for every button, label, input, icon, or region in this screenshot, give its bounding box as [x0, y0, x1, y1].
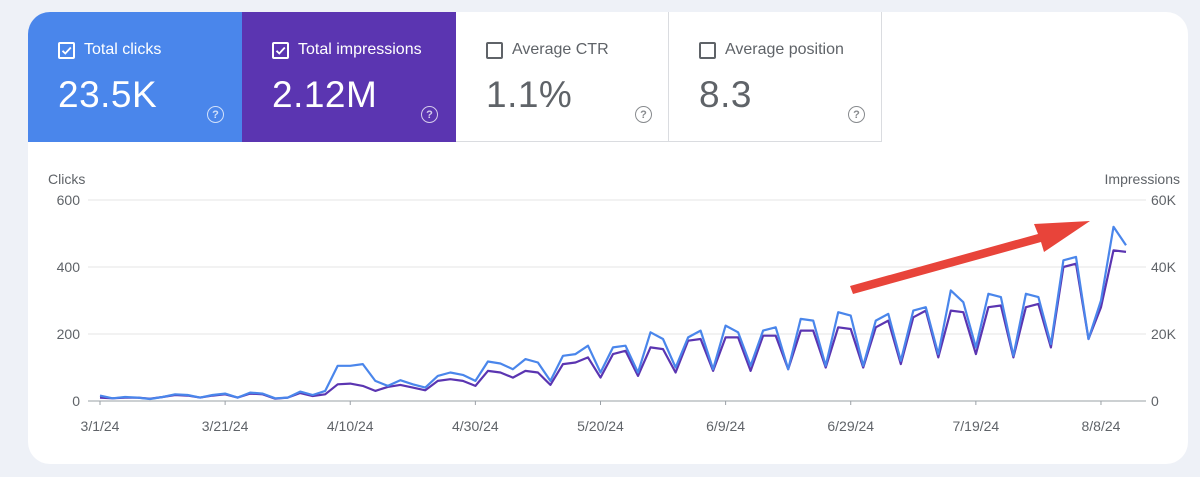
y-left-tick-label: 600 [57, 192, 81, 208]
total-impressions-value: 2.12M [272, 74, 378, 115]
impressions-series-line [99, 249, 1127, 400]
help-icon[interactable]: ? [635, 106, 652, 123]
y-right-tick-label: 0 [1151, 393, 1159, 409]
y-left-ticks: 0 200 400 600 [57, 192, 81, 409]
x-tick-label: 8/8/24 [1082, 418, 1121, 434]
checkbox-checked-icon[interactable] [272, 41, 289, 59]
trend-arrow-annotation [850, 221, 1090, 294]
x-tick-label: 6/29/24 [827, 418, 874, 434]
average-ctr-value: 1.1% [486, 74, 573, 115]
y-right-axis-title: Impressions [1105, 171, 1180, 187]
help-icon[interactable]: ? [848, 106, 865, 123]
x-axis-ticks: 3/1/24 3/21/24 4/10/24 4/30/24 5/20/24 6/9/24… [81, 401, 1121, 434]
average-position-value: 8.3 [699, 74, 752, 115]
performance-chart: Clicks Impressions 0 200 400 600 0 20K 40K 60K… [48, 171, 1180, 434]
y-left-tick-label: 0 [72, 393, 80, 409]
y-right-ticks: 0 20K 40K 60K [1151, 192, 1177, 409]
y-right-tick-label: 60K [1151, 192, 1177, 208]
average-ctr-label: Average CTR [512, 41, 609, 58]
y-right-tick-label: 40K [1151, 259, 1177, 275]
checkbox-checked-icon[interactable] [58, 41, 75, 59]
y-left-axis-title: Clicks [48, 171, 85, 187]
x-tick-label: 3/21/24 [202, 418, 249, 434]
y-left-tick-label: 400 [57, 259, 81, 275]
y-left-tick-label: 200 [57, 326, 81, 342]
total-clicks-label: Total clicks [84, 41, 162, 58]
total-impressions-tile[interactable]: Total impressions 2.12M ? [242, 12, 456, 142]
total-clicks-value: 23.5K [58, 74, 158, 115]
clicks-series-line [99, 225, 1127, 401]
metric-tiles: Total clicks 23.5K ? Total impressions 2… [28, 12, 882, 142]
chart-series [99, 225, 1127, 401]
total-impressions-label: Total impressions [298, 41, 422, 58]
x-tick-label: 4/30/24 [452, 418, 499, 434]
x-tick-label: 7/19/24 [952, 418, 999, 434]
total-clicks-tile[interactable]: Total clicks 23.5K ? [28, 12, 242, 142]
x-tick-label: 5/20/24 [577, 418, 624, 434]
help-icon[interactable]: ? [421, 106, 438, 123]
y-right-tick-label: 20K [1151, 326, 1177, 342]
average-ctr-tile[interactable]: Average CTR 1.1% ? [456, 12, 669, 142]
checkbox-unchecked-icon[interactable] [699, 41, 716, 59]
average-position-label: Average position [725, 41, 844, 58]
x-tick-label: 3/1/24 [81, 418, 120, 434]
average-position-tile[interactable]: Average position 8.3 ? [669, 12, 882, 142]
x-tick-label: 4/10/24 [327, 418, 374, 434]
x-tick-label: 6/9/24 [706, 418, 745, 434]
performance-card: Clicks Impressions 0 200 400 600 0 20K 40K 60K… [28, 12, 1188, 464]
checkbox-unchecked-icon[interactable] [486, 41, 503, 59]
help-icon[interactable]: ? [207, 106, 224, 123]
